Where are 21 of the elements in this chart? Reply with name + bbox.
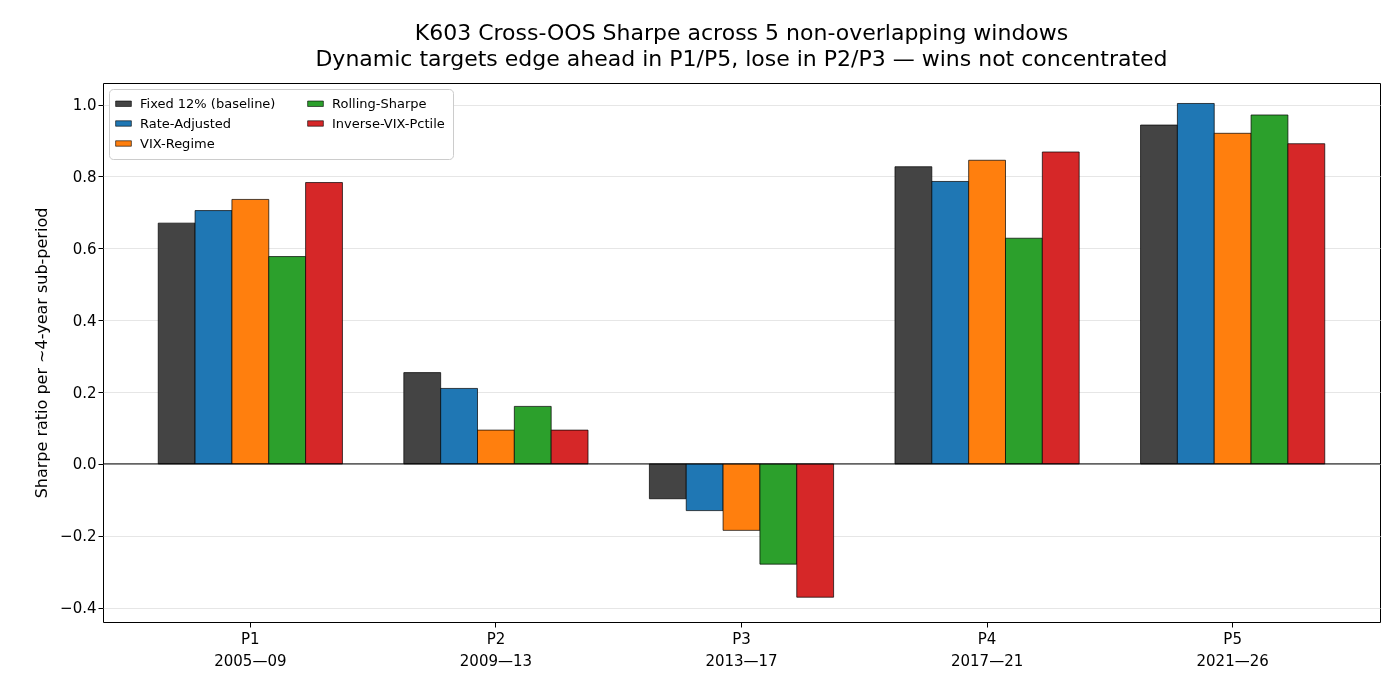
- y-tick-label: 0.0: [72, 455, 97, 474]
- chart-subtitle: Dynamic targets edge ahead in P1/P5, lose in P2/P3 — wins not concentrated: [315, 46, 1168, 71]
- y-tick-label: 0.4: [72, 311, 97, 330]
- legend-label: Fixed 12% (baseline): [140, 95, 276, 111]
- legend-label: VIX-Regime: [140, 135, 215, 151]
- y-tick-label: −0.2: [60, 527, 97, 546]
- x-tick-label: P1 2005—09: [214, 629, 287, 670]
- x-tick-label: P5 2021—26: [1196, 629, 1269, 670]
- y-tick-label: 1.0: [72, 96, 97, 115]
- y-tick-label: 0.6: [72, 239, 97, 258]
- legend-label: Inverse-VIX-Pctile: [332, 115, 445, 131]
- y-tick-label: 0.8: [72, 167, 97, 186]
- legend-label: Rate-Adjusted: [140, 115, 232, 131]
- legend-label: Rolling-Sharpe: [332, 95, 427, 111]
- x-tick-label: P3 2013—17: [705, 629, 778, 670]
- x-tick-label: P2 2009—13: [459, 629, 533, 670]
- x-tick-label: P4 2017—21: [950, 629, 1024, 670]
- y-tick-label: −0.4: [60, 599, 97, 618]
- y-axis-title: Sharpe ratio per ~4-year sub-period: [32, 207, 52, 499]
- chart-title: K603 Cross-OOS Sharpe across 5 non-overlapping windows: [414, 20, 1069, 45]
- y-tick-label: 0.2: [72, 383, 97, 402]
